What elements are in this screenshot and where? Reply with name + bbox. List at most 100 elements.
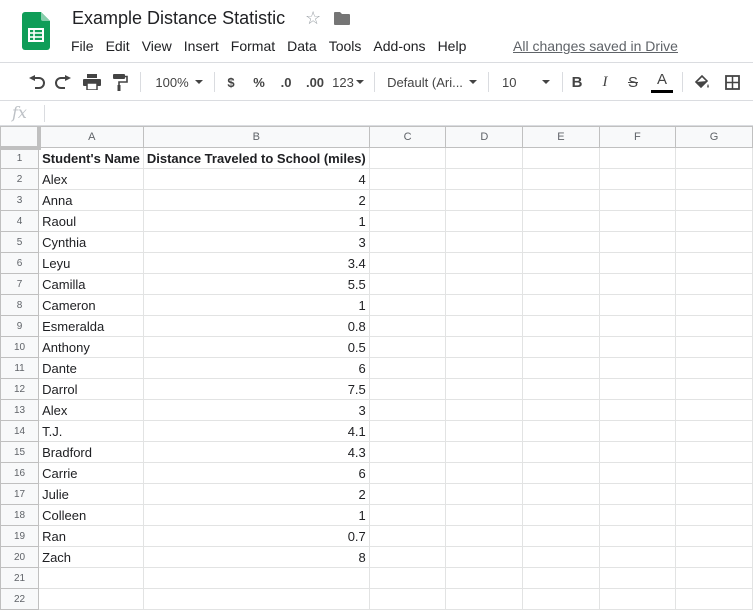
cell-student-name[interactable]: Raoul [38, 210, 144, 232]
empty-cell[interactable] [522, 483, 600, 505]
empty-cell[interactable] [522, 462, 600, 484]
empty-cell[interactable] [598, 378, 677, 400]
empty-cell[interactable] [675, 315, 753, 337]
cell-distance[interactable]: 4.3 [142, 441, 370, 463]
empty-cell[interactable] [675, 252, 753, 274]
empty-cell[interactable] [522, 504, 600, 526]
empty-cell[interactable] [522, 588, 600, 610]
menu-addons[interactable]: Add-ons [373, 38, 426, 54]
cell-student-name[interactable]: Zach [38, 546, 144, 568]
cell-student-name[interactable]: Darrol [38, 378, 144, 400]
row-header[interactable]: 14 [0, 420, 40, 442]
cell-student-name[interactable]: Alex [38, 168, 144, 190]
empty-cell[interactable] [368, 210, 447, 232]
row-header[interactable]: 9 [0, 315, 40, 337]
row-header[interactable]: 3 [0, 189, 40, 211]
empty-cell[interactable] [445, 273, 524, 295]
cell-distance[interactable]: 1 [142, 294, 370, 316]
cell-student-name[interactable] [38, 567, 144, 589]
cell-student-name[interactable] [38, 588, 144, 610]
document-title[interactable]: Example Distance Statistic [72, 8, 286, 28]
column-header-g[interactable]: G [675, 126, 753, 148]
empty-cell[interactable] [445, 252, 524, 274]
cell-distance[interactable]: 1 [142, 504, 370, 526]
menu-file[interactable]: File [71, 38, 94, 54]
cell-distance[interactable]: 3 [142, 231, 370, 253]
cell-student-name[interactable]: Student's Name [38, 147, 144, 169]
cell-distance[interactable]: 5.5 [142, 273, 370, 295]
row-header[interactable]: 19 [0, 525, 40, 547]
empty-cell[interactable] [598, 483, 677, 505]
empty-cell[interactable] [445, 336, 524, 358]
borders-icon[interactable] [720, 63, 744, 101]
menu-edit[interactable]: Edit [105, 38, 130, 54]
currency-format-button[interactable]: $ [227, 74, 235, 90]
cell-student-name[interactable]: Bradford [38, 441, 144, 463]
empty-cell[interactable] [445, 483, 524, 505]
empty-cell[interactable] [445, 189, 524, 211]
paint-format-icon[interactable] [108, 63, 132, 101]
row-header[interactable]: 4 [0, 210, 40, 232]
empty-cell[interactable] [368, 231, 447, 253]
empty-cell[interactable] [445, 210, 524, 232]
empty-cell[interactable] [445, 504, 524, 526]
menu-help[interactable]: Help [437, 38, 467, 54]
empty-cell[interactable] [675, 504, 753, 526]
empty-cell[interactable] [368, 525, 447, 547]
empty-cell[interactable] [368, 504, 447, 526]
empty-cell[interactable] [445, 168, 524, 190]
empty-cell[interactable] [445, 441, 524, 463]
empty-cell[interactable] [598, 441, 677, 463]
empty-cell[interactable] [522, 315, 600, 337]
empty-cell[interactable] [675, 210, 753, 232]
empty-cell[interactable] [598, 357, 677, 379]
cell-student-name[interactable]: Julie [38, 483, 144, 505]
cell-student-name[interactable]: Camilla [38, 273, 144, 295]
cell-distance[interactable]: 6 [142, 357, 370, 379]
empty-cell[interactable] [522, 336, 600, 358]
empty-cell[interactable] [675, 189, 753, 211]
row-header[interactable]: 12 [0, 378, 40, 400]
increase-decimal-button[interactable]: .00 [305, 74, 325, 90]
cell-distance[interactable] [142, 567, 370, 589]
empty-cell[interactable] [598, 189, 677, 211]
empty-cell[interactable] [522, 210, 600, 232]
empty-cell[interactable] [368, 357, 447, 379]
cell-distance[interactable] [142, 588, 370, 610]
column-header-e[interactable]: E [522, 126, 600, 148]
empty-cell[interactable] [522, 231, 600, 253]
empty-cell[interactable] [598, 399, 677, 421]
empty-cell[interactable] [522, 546, 600, 568]
empty-cell[interactable] [675, 588, 753, 610]
column-header-a[interactable]: A [38, 126, 144, 148]
empty-cell[interactable] [368, 336, 447, 358]
empty-cell[interactable] [368, 147, 447, 169]
cell-student-name[interactable]: Cameron [38, 294, 144, 316]
empty-cell[interactable] [368, 273, 447, 295]
empty-cell[interactable] [675, 420, 753, 442]
cell-student-name[interactable]: Carrie [38, 462, 144, 484]
empty-cell[interactable] [368, 315, 447, 337]
strikethrough-button[interactable]: S [627, 73, 638, 91]
cell-student-name[interactable]: Alex [38, 399, 144, 421]
column-header-b[interactable]: B [142, 126, 370, 148]
empty-cell[interactable] [368, 399, 447, 421]
empty-cell[interactable] [598, 420, 677, 442]
empty-cell[interactable] [675, 441, 753, 463]
text-color-button[interactable]: A [650, 63, 674, 101]
empty-cell[interactable] [522, 357, 600, 379]
column-header-d[interactable]: D [445, 126, 524, 148]
empty-cell[interactable] [445, 231, 524, 253]
empty-cell[interactable] [445, 315, 524, 337]
cell-student-name[interactable]: Esmeralda [38, 315, 144, 337]
empty-cell[interactable] [598, 294, 677, 316]
empty-cell[interactable] [522, 168, 600, 190]
row-header[interactable]: 11 [0, 357, 40, 379]
empty-cell[interactable] [598, 462, 677, 484]
empty-cell[interactable] [522, 567, 600, 589]
empty-cell[interactable] [368, 567, 447, 589]
more-formats-select[interactable]: 123 [330, 63, 366, 101]
menu-data[interactable]: Data [287, 38, 317, 54]
empty-cell[interactable] [598, 336, 677, 358]
row-header[interactable]: 13 [0, 399, 40, 421]
